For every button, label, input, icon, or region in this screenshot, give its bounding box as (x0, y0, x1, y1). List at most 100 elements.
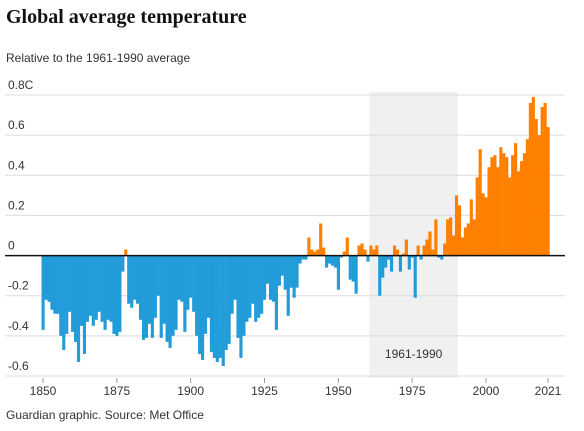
bar (85, 255, 89, 322)
bar (242, 255, 246, 336)
bar (384, 255, 388, 268)
bar (168, 255, 172, 348)
bar (153, 255, 157, 318)
bar (475, 177, 479, 256)
bar (516, 171, 521, 256)
bar (416, 245, 420, 256)
x-tick-label: 1900 (177, 384, 204, 398)
bar (395, 249, 400, 256)
bar (407, 255, 411, 270)
bar (138, 255, 143, 320)
bar (434, 219, 438, 256)
bar (499, 147, 503, 256)
bar (59, 255, 63, 336)
y-tick-label: -0.2 (8, 279, 29, 293)
bar (221, 255, 225, 366)
bar (428, 231, 432, 256)
bar (106, 255, 110, 320)
bar (310, 249, 314, 256)
bar (469, 199, 473, 256)
bar (41, 255, 45, 330)
bar (165, 255, 169, 342)
bar (124, 249, 128, 256)
y-tick-label: -0.6 (8, 359, 29, 373)
chart-title: Global average temperature (6, 6, 247, 28)
bar (348, 255, 352, 280)
bar (472, 219, 476, 256)
bar (446, 219, 450, 256)
y-tick-label: 0.6 (8, 118, 25, 132)
bar (454, 195, 459, 256)
highlight-label: 1961-1990 (385, 347, 443, 361)
bar (286, 255, 290, 316)
bar (147, 255, 151, 324)
bar (339, 255, 343, 258)
bar (141, 255, 146, 340)
bar (330, 255, 335, 266)
x-tick-label: 1850 (30, 384, 57, 398)
bar (209, 255, 214, 352)
y-tick-label: 0 (8, 239, 15, 253)
bar (392, 245, 397, 256)
bar (271, 255, 276, 302)
bar (372, 249, 376, 256)
bar (449, 217, 453, 256)
x-tick-label: 2000 (473, 384, 500, 398)
bar (215, 255, 219, 362)
bar (537, 135, 541, 256)
bar (177, 255, 181, 300)
bar (227, 255, 231, 344)
bar (508, 177, 512, 256)
bar (369, 245, 373, 256)
bar (97, 255, 101, 312)
bar (413, 255, 417, 298)
bar (136, 255, 140, 304)
x-tick-label: 2021 (535, 384, 562, 398)
bar (466, 223, 470, 256)
bar (316, 249, 320, 256)
x-tick-label: 1950 (325, 384, 352, 398)
source-note: Guardian graphic. Source: Met Office (6, 408, 204, 422)
bar (280, 255, 284, 276)
bar (484, 197, 488, 256)
bar (381, 255, 385, 278)
bar (62, 255, 66, 350)
bar (342, 251, 346, 256)
bar (481, 193, 485, 256)
bar (50, 255, 54, 310)
bar (127, 255, 131, 304)
bar (76, 255, 81, 362)
bar (79, 255, 84, 326)
bar (224, 255, 228, 350)
bar (53, 255, 57, 314)
bar (398, 255, 403, 272)
bar (82, 255, 87, 354)
bar (183, 255, 187, 332)
bar (200, 255, 205, 360)
bar (180, 255, 184, 302)
bar (230, 255, 234, 314)
bar (519, 161, 524, 256)
bar (144, 255, 149, 338)
bar (301, 255, 305, 260)
bar (298, 255, 302, 264)
bar (378, 255, 382, 296)
bar (265, 255, 270, 284)
bar (133, 255, 137, 300)
bar (443, 243, 447, 256)
bar (511, 155, 515, 256)
bar (422, 245, 426, 256)
bar (115, 255, 119, 336)
bar (245, 255, 249, 322)
bar (251, 255, 255, 304)
bar (425, 239, 429, 256)
bar (71, 255, 75, 332)
bar (534, 119, 538, 256)
bar (419, 255, 423, 260)
background-layer (5, 92, 565, 378)
bar (236, 255, 240, 338)
bar (112, 255, 116, 334)
bar (94, 255, 98, 320)
chart-subtitle: Relative to the 1961-1990 average (6, 51, 190, 65)
bar (198, 255, 202, 354)
